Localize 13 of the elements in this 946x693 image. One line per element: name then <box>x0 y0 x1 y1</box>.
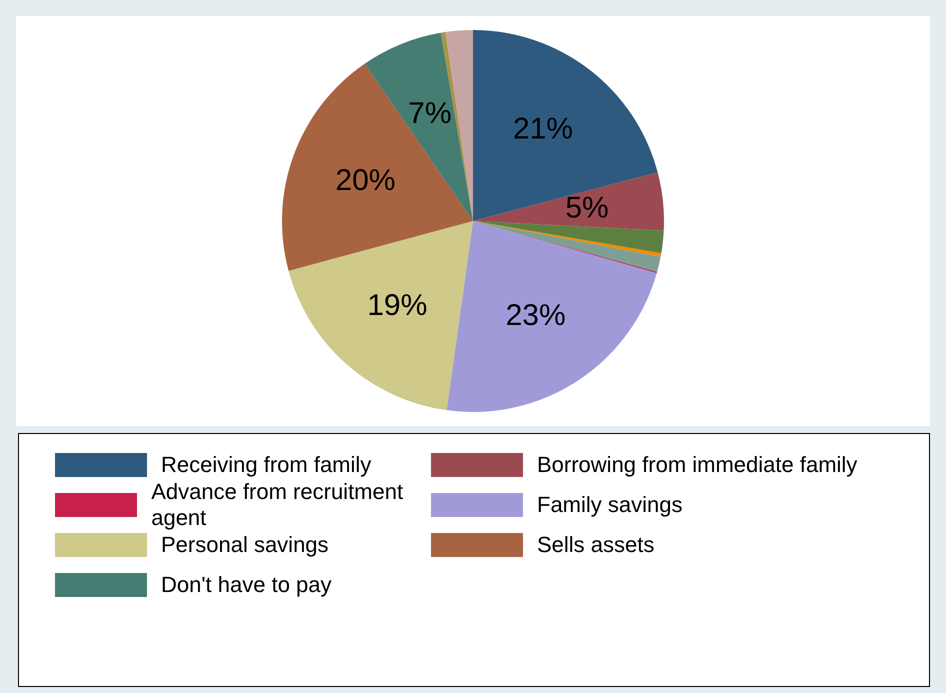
data-label: 23% <box>506 299 566 332</box>
data-label: 5% <box>565 191 609 224</box>
legend-label: Borrowing from immediate family <box>537 452 858 478</box>
data-label: 21% <box>512 112 573 146</box>
legend-label: Personal savings <box>161 532 329 558</box>
legend-label: Family savings <box>537 492 682 518</box>
legend-label: Receiving from family <box>161 452 372 478</box>
data-label: 20% <box>335 164 396 197</box>
legend-label: Advance from recruitment agent <box>151 479 404 531</box>
data-label: 7% <box>408 97 452 130</box>
data-label: 19% <box>367 289 428 322</box>
legend-label: Don't have to pay <box>161 572 332 598</box>
legend-label: Sells assets <box>537 532 654 558</box>
